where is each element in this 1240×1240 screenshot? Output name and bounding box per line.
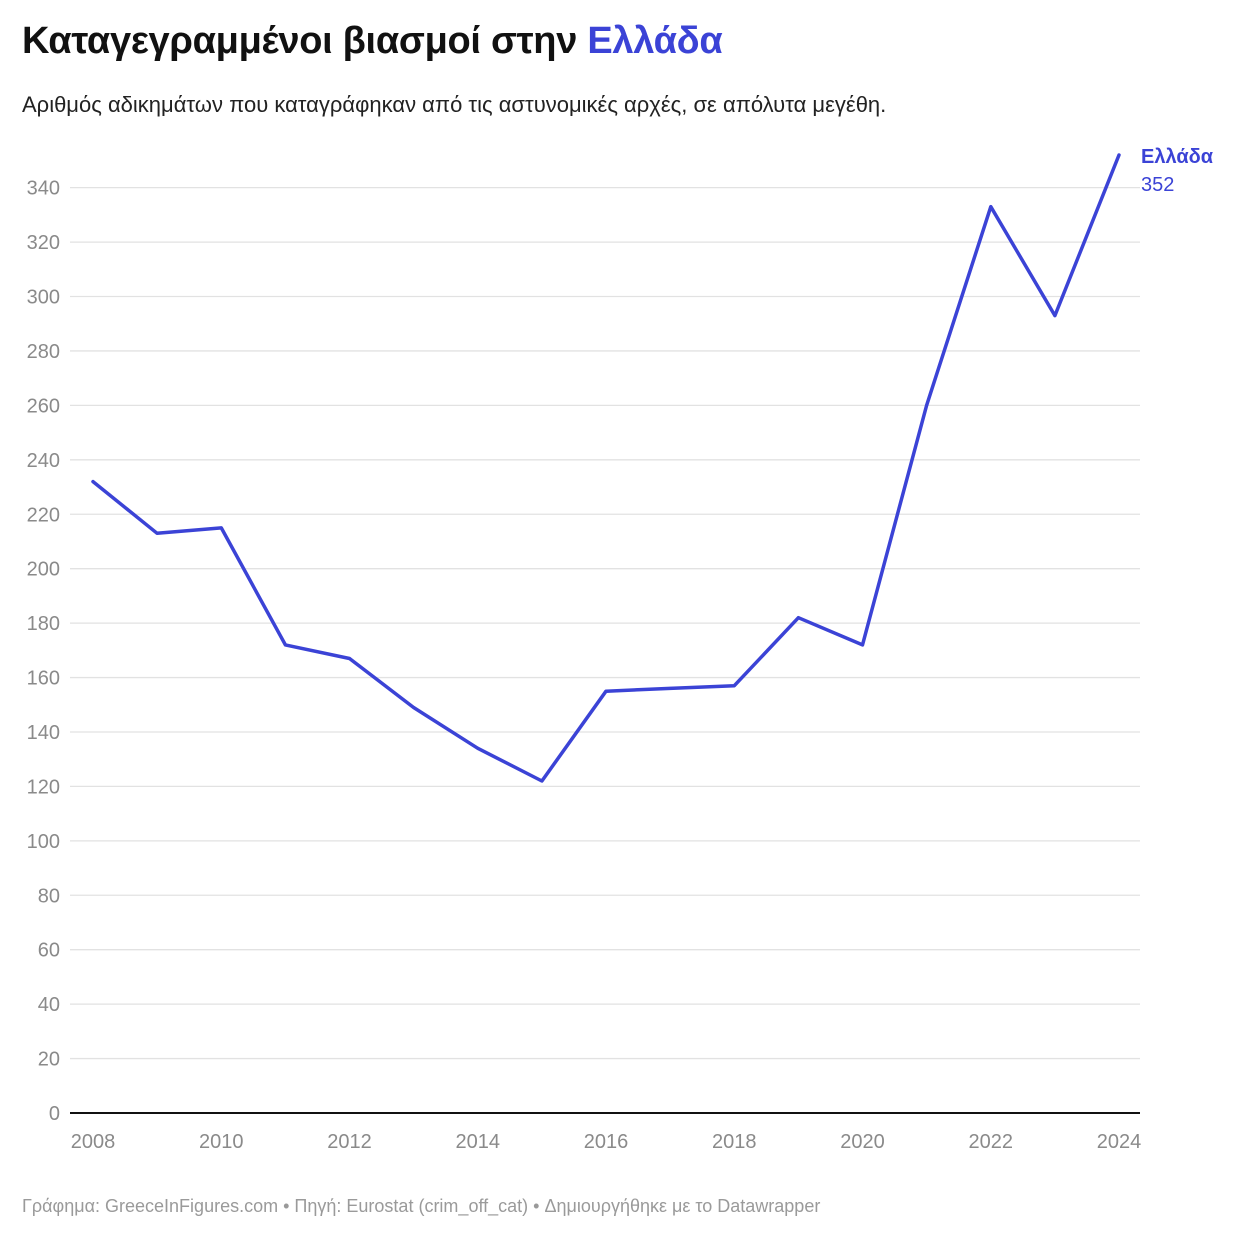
chart-title-highlight: Ελλάδα — [587, 20, 723, 62]
data-point-2023 — [1053, 314, 1057, 318]
y-tick-label-200: 200 — [27, 559, 60, 581]
data-point-2024 — [1117, 153, 1121, 157]
y-tick-label-300: 300 — [27, 287, 60, 309]
data-point-2014 — [476, 746, 480, 750]
data-point-2016 — [604, 689, 608, 693]
y-tick-label-80: 80 — [38, 885, 60, 907]
x-tick-label-2014: 2014 — [456, 1131, 501, 1153]
data-point-2021 — [925, 403, 929, 407]
data-point-2017 — [668, 686, 672, 690]
gridlines — [70, 187, 1140, 1060]
series-line-0 — [91, 153, 1121, 783]
y-tick-label-280: 280 — [27, 341, 60, 363]
x-tick-label-2018: 2018 — [712, 1131, 757, 1153]
data-point-2008 — [91, 480, 95, 484]
x-tick-label-2022: 2022 — [969, 1131, 1014, 1153]
data-point-2020 — [861, 643, 864, 647]
y-tick-label-260: 260 — [27, 395, 60, 417]
y-tick-label-100: 100 — [27, 831, 60, 853]
y-tick-label-340: 340 — [27, 178, 60, 200]
chart-title: Καταγεγραμμένοι βιασμοί στην Ελλάδα — [22, 20, 723, 63]
x-tick-label-2012: 2012 — [327, 1131, 372, 1153]
y-tick-label-140: 140 — [27, 722, 60, 744]
x-tick-label-2008: 2008 — [71, 1131, 116, 1153]
y-tick-label-0: 0 — [49, 1103, 60, 1125]
y-tick-label-20: 20 — [38, 1049, 60, 1071]
y-tick-label-320: 320 — [27, 232, 60, 254]
data-point-2009 — [155, 531, 159, 535]
data-point-2010 — [219, 526, 223, 530]
end-label: Ελλάδα 352 — [1141, 146, 1214, 196]
x-tick-label-2016: 2016 — [584, 1131, 629, 1153]
end-label-value: 352 — [1141, 174, 1174, 196]
line-chart: 0 20 40 60 80 100 120 140 160 180 200 220 240 260 280 3… — [27, 146, 1214, 1153]
y-tick-label-240: 240 — [27, 450, 60, 472]
chart-title-text: Καταγεγραμμένοι βιασμοί στην — [22, 20, 578, 62]
chart-subtitle: Αριθμός αδικημάτων που καταγράφηκαν από … — [22, 92, 887, 117]
y-tick-label-60: 60 — [38, 940, 60, 962]
y-axis-ticks: 0 20 40 60 80 100 120 140 160 180 200 220 240 260 280 3… — [27, 178, 60, 1125]
x-tick-label-2020: 2020 — [840, 1131, 885, 1153]
series-layer — [91, 153, 1121, 783]
y-tick-label-40: 40 — [38, 994, 60, 1016]
data-point-2022 — [989, 205, 993, 209]
end-label-name: Ελλάδα — [1141, 146, 1214, 168]
data-point-2018 — [732, 684, 736, 688]
x-axis-ticks: 2008 2010 2012 2014 2016 2018 2020 2022 2024 — [71, 1131, 1142, 1153]
y-tick-label-220: 220 — [27, 504, 60, 526]
y-tick-label-120: 120 — [27, 776, 60, 798]
x-tick-label-2024: 2024 — [1097, 1131, 1142, 1153]
data-point-2012 — [348, 656, 351, 660]
x-tick-label-2010: 2010 — [199, 1131, 244, 1153]
data-point-2013 — [412, 705, 416, 709]
data-point-2019 — [796, 616, 800, 620]
data-point-2011 — [283, 643, 287, 647]
y-tick-label-160: 160 — [27, 668, 60, 690]
y-tick-label-180: 180 — [27, 613, 60, 635]
data-point-2015 — [540, 779, 544, 783]
chart-footer: Γράφημα: GreeceInFigures.com • Πηγή: Eur… — [22, 1196, 821, 1216]
